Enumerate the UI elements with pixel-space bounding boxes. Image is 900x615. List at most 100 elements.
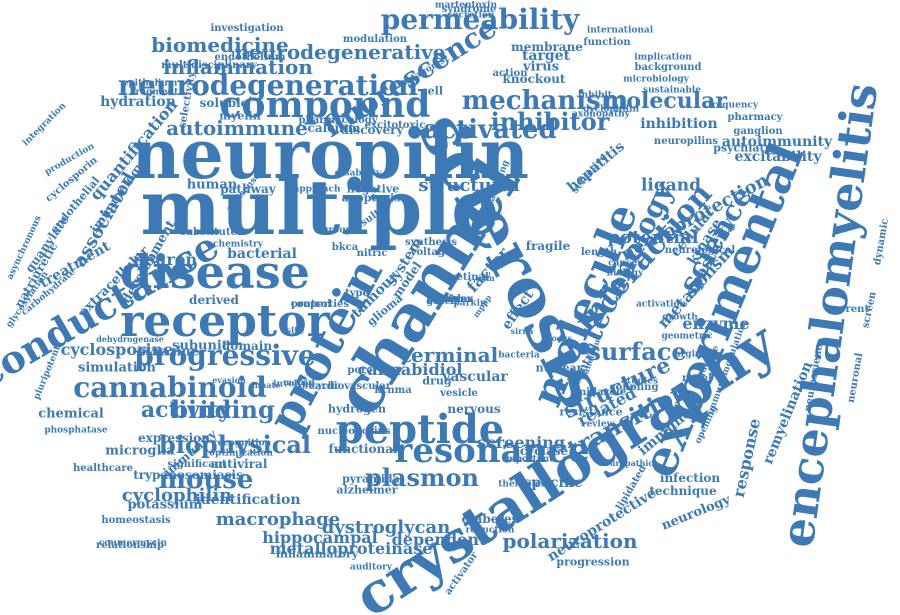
cloud-word: pyramidal [342, 472, 404, 486]
cloud-word: cardiovascular [308, 381, 392, 392]
cloud-word: martentoxin [434, 0, 498, 11]
cloud-word: neurology [659, 492, 733, 534]
cloud-word: approach [293, 184, 341, 195]
cloud-word: p130cas [426, 294, 474, 305]
cloud-word: inhibitor [490, 107, 610, 136]
cloud-word: evasion [212, 375, 246, 385]
cloud-word: excitotoxic [364, 120, 426, 131]
cloud-word: enzyme [682, 314, 750, 333]
cloud-word: multidisciplinary [161, 60, 257, 71]
cloud-word: cyclase [519, 444, 569, 458]
cloud-word: syndrome [441, 4, 497, 15]
cloud-word: neurodegenerative [234, 40, 446, 64]
cloud-word: bacterial [227, 246, 297, 262]
cloud-word: human [186, 177, 238, 193]
cloud-word: knockout [502, 72, 566, 86]
cloud-word: molecular [603, 88, 727, 114]
cloud-word: cyclosporine [60, 340, 174, 359]
cloud-word: bacteria [498, 350, 540, 361]
cloud-word: substituted [180, 227, 244, 238]
cloud-word: neuropilin [131, 115, 529, 195]
cloud-word: permeability [380, 3, 580, 36]
cloud-word: polarization [502, 529, 638, 553]
cloud-word: secretion [447, 10, 495, 21]
cloud-word: drug [422, 374, 452, 388]
cloud-word: novel [682, 373, 712, 384]
cloud-word: compound [219, 84, 431, 126]
cloud-word: dynamic [872, 217, 892, 267]
cloud-word: neuron [132, 250, 198, 269]
cloud-word: cancer [608, 258, 642, 269]
cloud-word: diabetes [461, 512, 519, 526]
cloud-word: apoptosis [341, 191, 401, 205]
cloud-word: therapies [498, 479, 546, 490]
cloud-word: terminal [401, 343, 499, 367]
cloud-word: cyclophilin [121, 485, 233, 506]
cloud-word: pore [347, 365, 373, 376]
cloud-word: myelin [219, 109, 261, 123]
cloud-word: simulation [78, 360, 156, 376]
cloud-word: soluble [199, 96, 249, 110]
cloud-word: bkca [331, 242, 359, 253]
cloud-word: progression [556, 555, 630, 569]
cloud-word: microglia [105, 443, 175, 459]
cloud-word: phosphatase [44, 425, 108, 436]
cloud-word: international [586, 25, 654, 36]
cloud-word: screen [860, 290, 879, 330]
cloud-word: negative [346, 182, 400, 196]
cloud-word: dehydrogenase [96, 334, 164, 344]
cloud-word: focus [548, 333, 572, 343]
cloud-word: specific [523, 475, 583, 491]
cloud-word: response [728, 416, 765, 500]
cloud-word: studies [621, 376, 659, 387]
cloud-word: current [826, 304, 870, 315]
cloud-word: hydration [100, 94, 176, 110]
cloud-word: pharmacology [298, 115, 378, 126]
cloud-word: action [492, 68, 528, 79]
cloud-word: calcium [307, 121, 361, 135]
cloud-word: kcnma [374, 385, 412, 396]
cloud-word: metalloproteinase [269, 539, 433, 558]
cloud-word: chemistry [213, 239, 263, 250]
cloud-word: discovery [340, 123, 404, 137]
cloud-word: coupling [609, 382, 659, 393]
cloud-word: voltage [410, 247, 452, 258]
cloud-word: disease [120, 245, 310, 299]
cloud-word: complex [426, 294, 474, 305]
cloud-word: pyrazine [137, 344, 199, 360]
cloud-word: modulation [342, 34, 408, 45]
cloud-word: neurological [664, 245, 736, 256]
cloud-word: nitric [356, 248, 388, 259]
cloud-word: recognition [212, 438, 272, 449]
cloud-word: activation [635, 299, 687, 310]
cloud-word: relationship [96, 540, 164, 551]
cloud-word: nervous [447, 402, 501, 416]
cloud-word: dyclophilin [582, 104, 640, 115]
cloud-word: biology [606, 268, 644, 279]
cloud-word: derived [189, 293, 239, 307]
cloud-word: potential [607, 227, 699, 248]
cloud-word: sodium [429, 294, 471, 305]
cloud-word: innate [251, 380, 281, 390]
cloud-word: psychiatry [713, 141, 777, 155]
cloud-word: cannabidiol [357, 360, 463, 379]
cloud-word: dependent [391, 530, 487, 549]
cloud-word: plasmon [365, 463, 479, 492]
cloud-word: domain [221, 339, 273, 353]
cloud-word: implication [634, 52, 692, 63]
cloud-word: inhibition [640, 116, 718, 132]
cloud-word: ligand [640, 175, 702, 196]
cloud-word: cell [420, 84, 444, 98]
cloud-word: multiple [140, 163, 500, 252]
cloud-word: autoimmune [166, 116, 308, 140]
cloud-word: neuropilins [653, 136, 719, 147]
cloud-word: background [634, 62, 702, 73]
cloud-word: bicyclic [301, 381, 341, 392]
cloud-word: resonance [394, 431, 590, 471]
cloud-word: mechanism [461, 86, 629, 116]
cloud-word: sirna [510, 326, 534, 336]
cloud-word: cannabinoid [73, 371, 267, 404]
cloud-word: investigation [210, 23, 284, 34]
cloud-word: vesicle [440, 388, 478, 399]
